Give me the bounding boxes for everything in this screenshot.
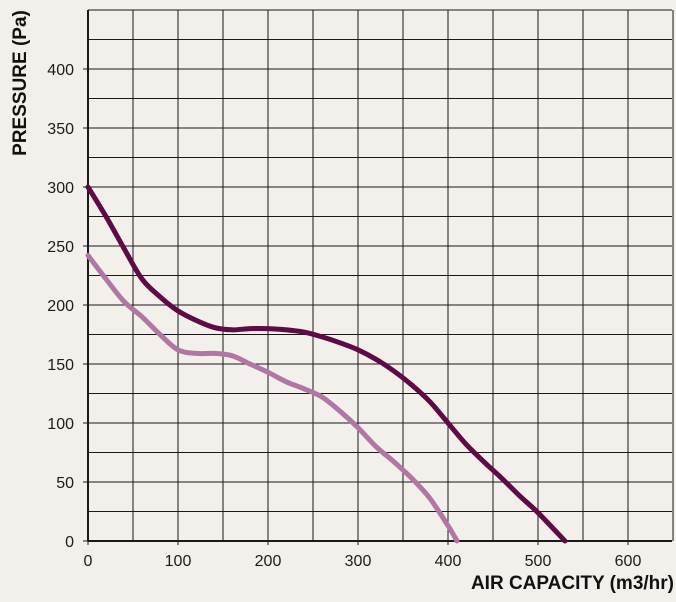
grid bbox=[87, 9, 674, 542]
y-tick-label: 0 bbox=[65, 534, 74, 551]
x-tick-label: 100 bbox=[165, 553, 192, 570]
x-tick-label: 400 bbox=[435, 553, 462, 570]
x-tick-label: 0 bbox=[84, 553, 93, 570]
y-tick-label: 300 bbox=[47, 180, 74, 197]
x-tick-label: 600 bbox=[615, 553, 642, 570]
y-tick-label: 250 bbox=[47, 239, 74, 256]
y-tick-label: 400 bbox=[47, 62, 74, 79]
y-tick-label: 100 bbox=[47, 416, 74, 433]
x-tick-label: 300 bbox=[345, 553, 372, 570]
x-tick-label: 500 bbox=[525, 553, 552, 570]
x-axis-title: AIR CAPACITY (m3/hr) bbox=[471, 573, 674, 594]
series-line-2 bbox=[85, 252, 460, 544]
y-axis-title: PRESSURE (Pa) bbox=[10, 10, 31, 156]
y-tick-label: 350 bbox=[47, 121, 74, 138]
y-tick-label: 200 bbox=[47, 298, 74, 315]
series-line-1 bbox=[85, 184, 568, 544]
series-layer bbox=[85, 184, 568, 544]
y-tick-label: 150 bbox=[47, 357, 74, 374]
y-tick-label: 50 bbox=[56, 475, 74, 492]
x-tick-label: 200 bbox=[255, 553, 282, 570]
tick-labels: 0 100 200 300 400 500 600 0 50 100 150 200 250 300 350… bbox=[47, 62, 641, 570]
